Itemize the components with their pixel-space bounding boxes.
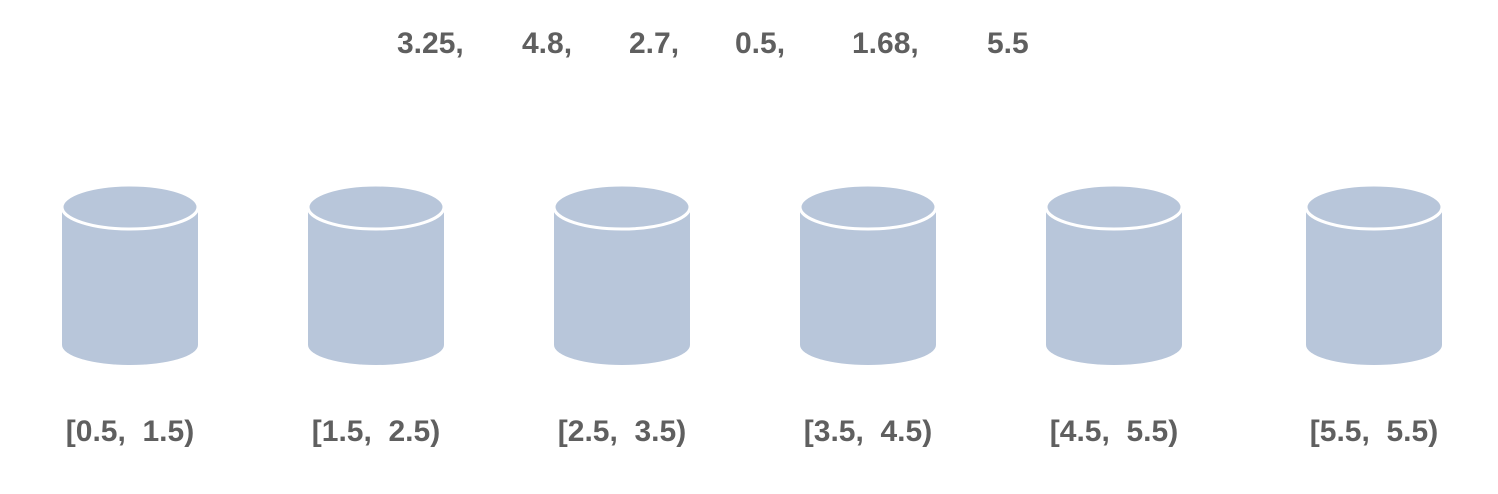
bucket-1 xyxy=(307,185,445,367)
bucket-4 xyxy=(1045,185,1183,367)
bucket-label: [1.5, 2.5) xyxy=(311,415,441,448)
bucket-label: [3.5, 4.5) xyxy=(803,415,933,448)
bucket-0 xyxy=(61,185,199,367)
bucket-label: [4.5, 5.5) xyxy=(1049,415,1179,448)
bucket-label: [5.5, 5.5) xyxy=(1309,415,1439,448)
value-item: 1.68, xyxy=(852,27,919,60)
input-values-row: 3.25, 4.8, 2.7, 0.5, 1.68, 5.5 xyxy=(0,24,1498,64)
cylinder-icon xyxy=(307,185,445,365)
value-item: 3.25, xyxy=(397,27,464,60)
cylinder-icon xyxy=(61,185,199,365)
cylinder-icon xyxy=(1045,185,1183,365)
value-item: 0.5, xyxy=(735,27,786,60)
bucket-3 xyxy=(799,185,937,367)
value-item: 2.7, xyxy=(629,27,680,60)
cylinder-icon xyxy=(553,185,691,365)
cylinder-icon xyxy=(799,185,937,365)
value-item: 4.8, xyxy=(522,27,573,60)
cylinder-icon xyxy=(1305,185,1443,365)
bucket-label: [2.5, 3.5) xyxy=(557,415,687,448)
bucket-label: [0.5, 1.5) xyxy=(65,415,195,448)
value-item: 5.5 xyxy=(987,27,1029,60)
bucket-2 xyxy=(553,185,691,367)
bucket-5 xyxy=(1305,185,1443,367)
